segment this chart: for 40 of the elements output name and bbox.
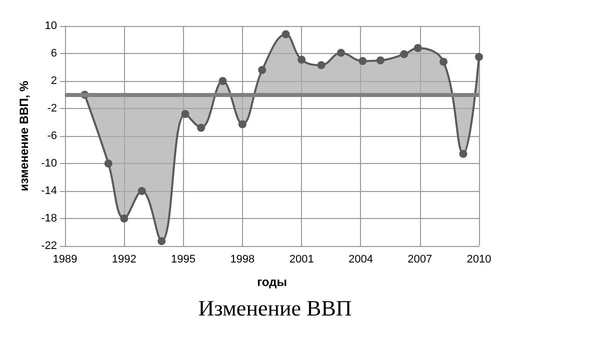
point: [238, 120, 246, 128]
x-tick-label: 2001: [289, 254, 314, 266]
point: [337, 48, 345, 57]
point: [317, 61, 326, 70]
y-tick-label: -14: [41, 185, 57, 197]
point: [400, 50, 408, 58]
point: [138, 187, 146, 195]
y-tick-label: -10: [41, 158, 57, 170]
point: [181, 110, 190, 118]
x-tick-label: 1989: [52, 254, 78, 266]
point: [376, 56, 384, 64]
point: [282, 30, 290, 38]
x-tick-label: 2007: [408, 254, 432, 266]
y-tick-label: -22: [41, 240, 57, 252]
point: [475, 52, 483, 61]
x-axis-title: годы: [257, 275, 287, 289]
point: [120, 214, 128, 222]
point: [459, 150, 468, 158]
point: [414, 44, 422, 52]
text: Изменение ВВП: [198, 296, 352, 320]
y-tick-label: 6: [50, 48, 57, 60]
x-tick-label: 1992: [112, 254, 136, 266]
y-tick-label: -2: [47, 102, 57, 114]
y-tick-label: -18: [41, 212, 57, 224]
y-tick-label: -6: [47, 130, 57, 142]
x-tick-label: 1998: [230, 254, 255, 266]
point: [197, 124, 206, 132]
x-tick-label: 1995: [171, 254, 196, 266]
point: [218, 77, 227, 85]
point: [258, 66, 266, 74]
y-tick-label: 10: [44, 20, 57, 32]
point: [298, 56, 306, 64]
y-tick-label: 2: [50, 75, 57, 87]
x-tick-label: 2010: [466, 254, 492, 266]
point: [158, 237, 166, 246]
x-tick-label: 2004: [348, 254, 373, 266]
point: [104, 160, 112, 168]
y-axis-title: изменение ВВП, %: [17, 80, 32, 192]
point: [440, 58, 448, 66]
point: [358, 57, 367, 66]
